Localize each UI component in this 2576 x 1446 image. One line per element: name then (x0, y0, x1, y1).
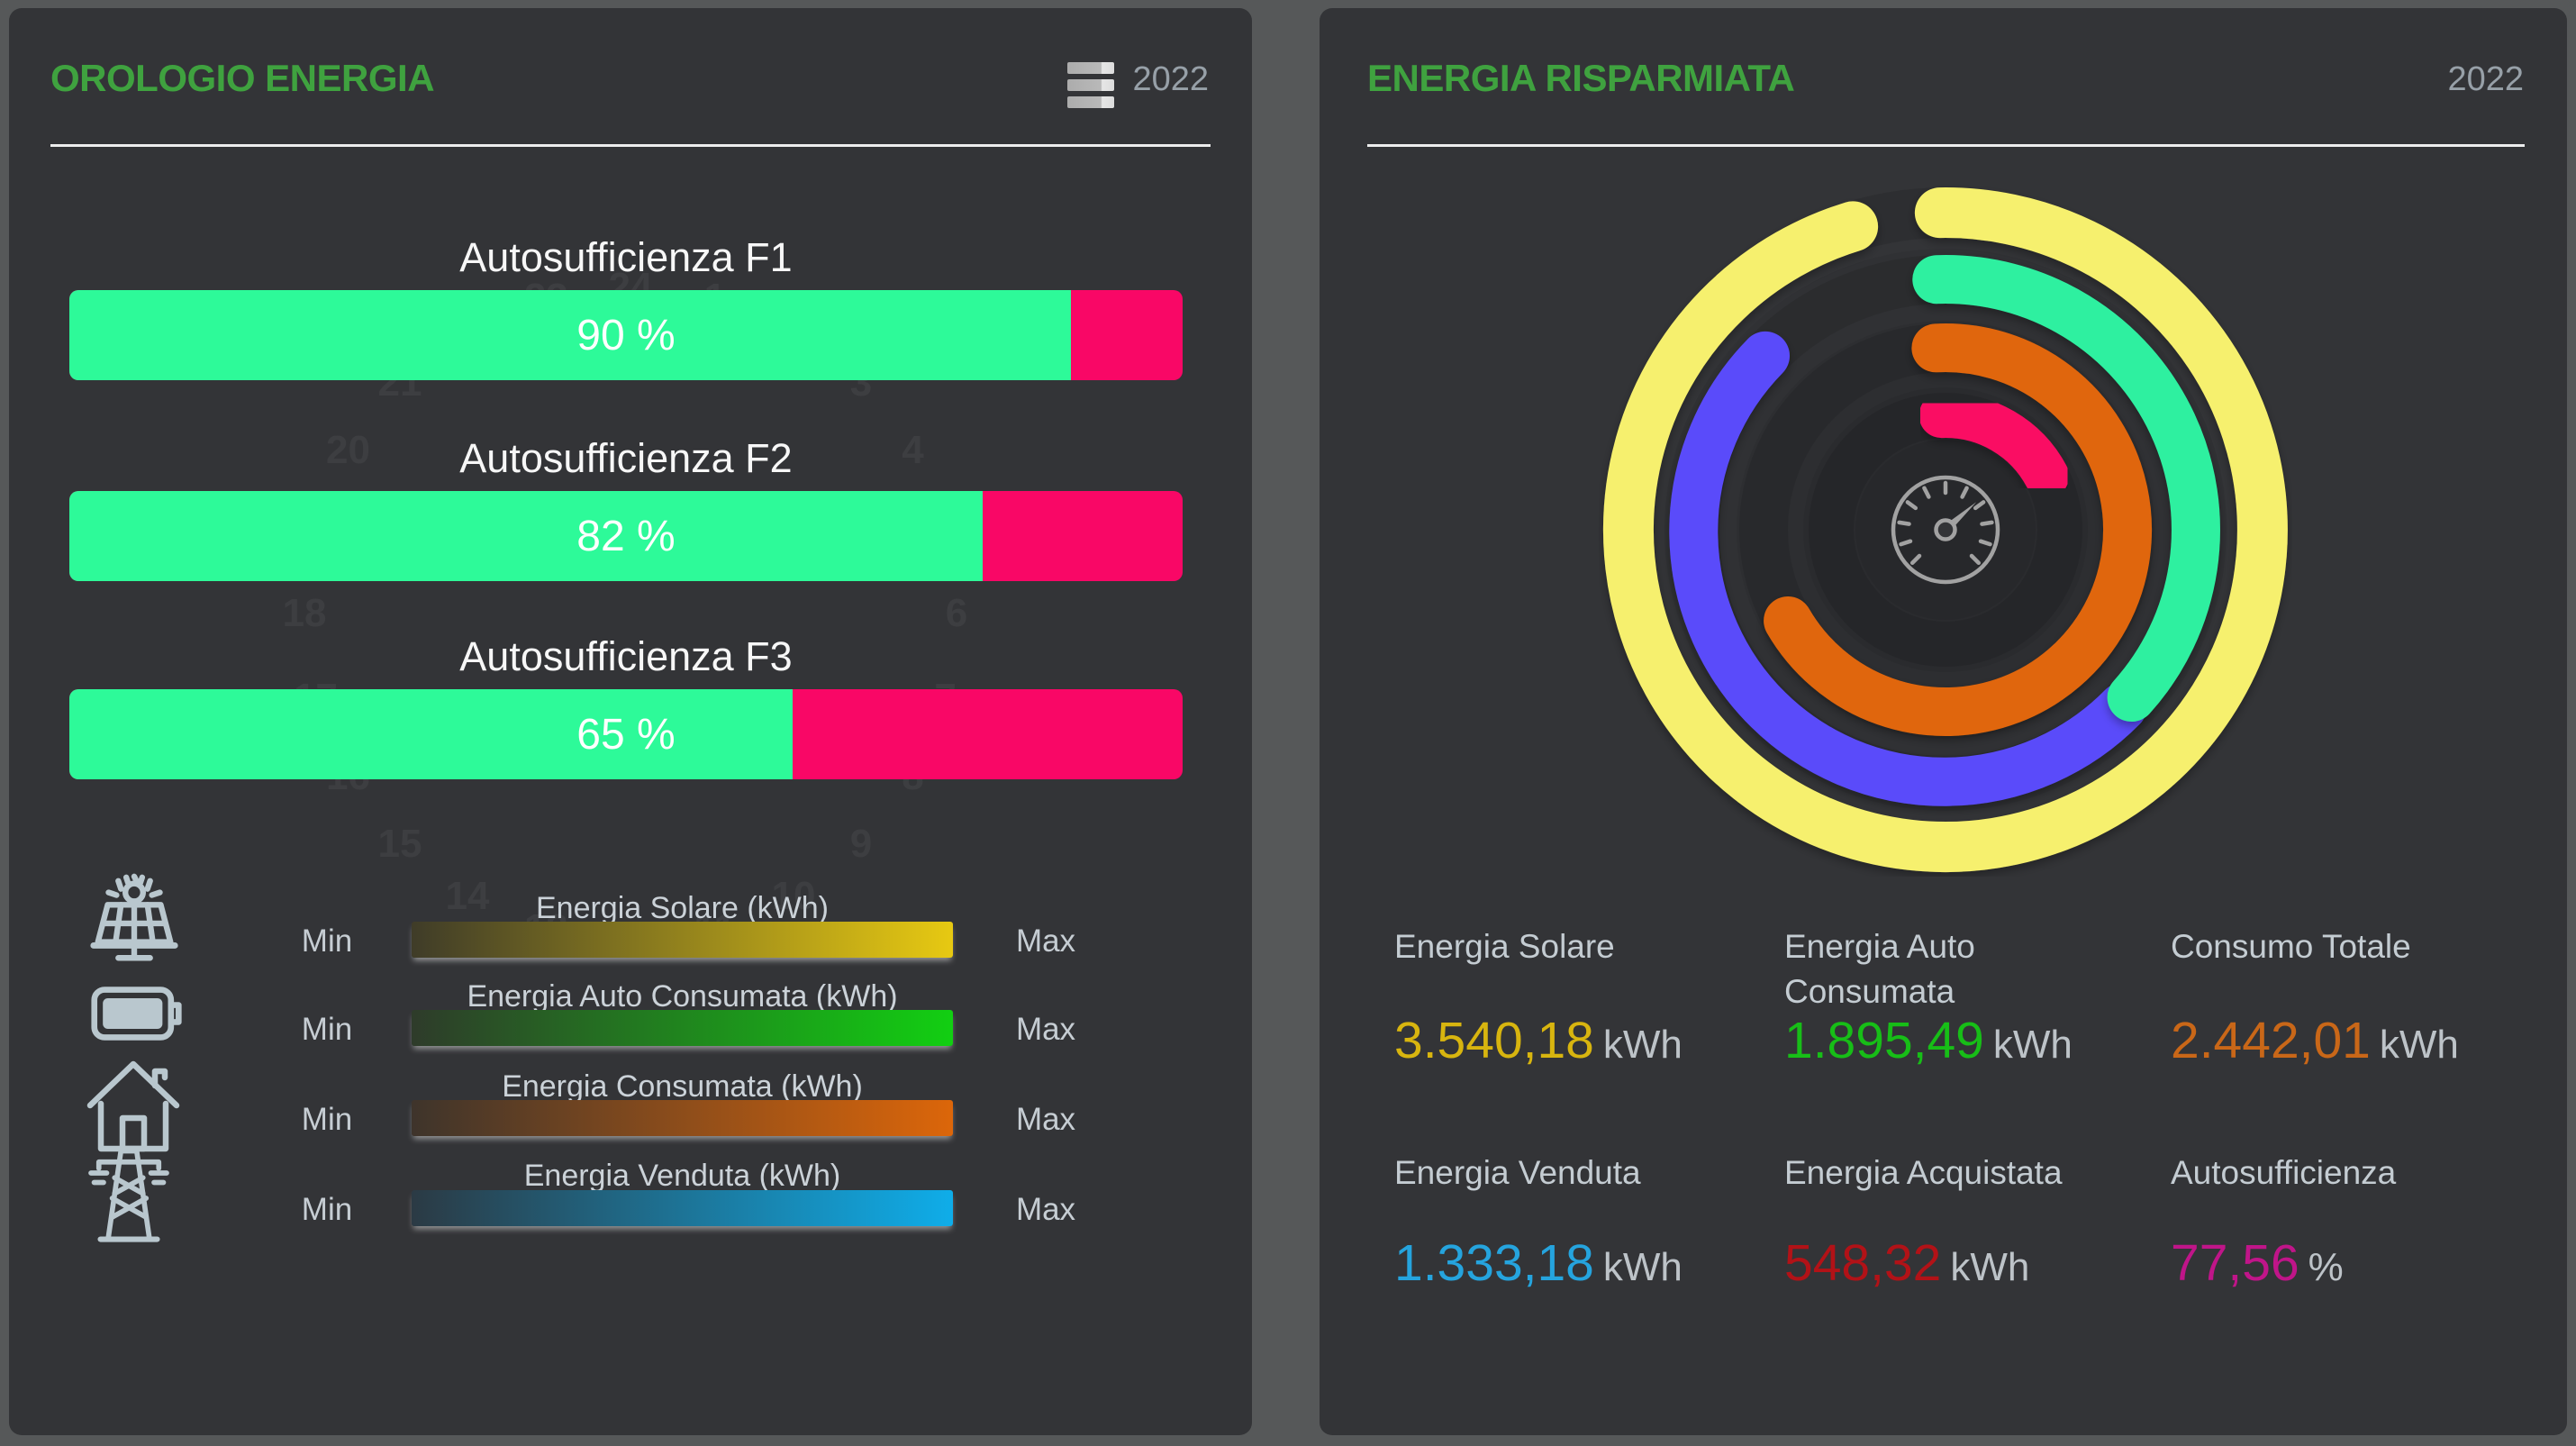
stat-value-energia-venduta: 1.333,18 kWh (1394, 1234, 1683, 1292)
legend-min: Min (301, 1192, 353, 1227)
ring-energia-consumata (1764, 323, 2153, 737)
legend-label-solare: Energia Solare (kWh) (535, 891, 829, 925)
legend-gradient-consumata (412, 1100, 953, 1136)
energy-saved-card: ENERGIA RISPARMIATA 2022 Energia Solare … (1320, 8, 2567, 1435)
legend-min: Min (301, 923, 353, 959)
stat-label-autosufficienza: Autosufficienza (2171, 1154, 2397, 1191)
solar-panel-icon (81, 869, 187, 975)
legend-gradient-autoconsumata (412, 1010, 953, 1046)
ring-energia-solare (1602, 187, 2288, 872)
speedometer-icon (1891, 475, 2000, 585)
legend-label-venduta: Energia Venduta (kWh) (523, 1159, 841, 1193)
ring-autosufficienza (1918, 393, 2070, 499)
legend-max: Max (1015, 923, 1076, 959)
bar-label-f1: Autosufficienza F1 (459, 234, 793, 280)
stat-label-energia-acquistata: Energia Acquistata (1784, 1154, 2063, 1191)
bar-label-f2: Autosufficienza F2 (459, 435, 793, 481)
stat-value-autosufficienza: 77,56% (2171, 1234, 2344, 1292)
ring-energia-venduta (1669, 331, 2147, 806)
legend-label-consumata: Energia Consumata (kWh) (502, 1069, 863, 1104)
stat-value-energia-acquistata: 548,32 kWh (1784, 1234, 2030, 1292)
legend-gradient-venduta (412, 1190, 953, 1226)
stat-value-energia-auto-consumata: 1.895,49 kWh (1784, 1012, 2073, 1069)
stat-value-energia-solare: 3.540,18 kWh (1394, 1012, 1683, 1069)
legend-max: Max (1015, 1012, 1076, 1047)
progress-bar-f3: 65 % (69, 689, 1183, 779)
stat-value-consumo-totale: 2.442,01 kWh (2171, 1012, 2459, 1069)
progress-bar-f2: 82 % (69, 491, 1183, 581)
bar-value-f3: 65 % (576, 710, 676, 759)
year-label: 2022 (1132, 60, 1209, 98)
year-label: 2022 (2447, 60, 2524, 98)
stat-label-energia-auto-consumata: Energia Auto Consumata (1784, 928, 1975, 1010)
power-tower-icon (81, 1141, 177, 1247)
stat-label-energia-solare: Energia Solare (1394, 928, 1615, 965)
legend-label-autoconsumata: Energia Auto Consumata (kWh) (467, 979, 898, 1014)
legend-min: Min (301, 1102, 353, 1137)
hamburger-menu-icon[interactable] (1067, 62, 1114, 116)
bar-value-f1: 90 % (576, 311, 676, 359)
ring-energia-auto-consumata (1912, 255, 2220, 722)
bar-value-f2: 82 % (576, 512, 676, 560)
stat-label-consumo-totale: Consumo Totale (2171, 928, 2411, 965)
card-title: ENERGIA RISPARMIATA (1367, 57, 1795, 99)
card-title: OROLOGIO ENERGIA (50, 57, 435, 99)
progress-bar-f1: 90 % (69, 290, 1183, 380)
stat-label-energia-venduta: Energia Venduta (1394, 1154, 1641, 1191)
legend-max: Max (1015, 1192, 1076, 1227)
battery-icon (90, 983, 184, 1049)
header-divider (1367, 144, 2525, 147)
legend-min: Min (301, 1012, 353, 1047)
ring-gauge-chart (1602, 187, 2288, 872)
legend-gradient-solare (412, 922, 953, 958)
legend-max: Max (1015, 1102, 1076, 1137)
header-divider (50, 144, 1211, 147)
energy-clock-card: 123456789101112131415161718192021222324 … (9, 8, 1252, 1435)
bar-label-f3: Autosufficienza F3 (459, 633, 793, 679)
